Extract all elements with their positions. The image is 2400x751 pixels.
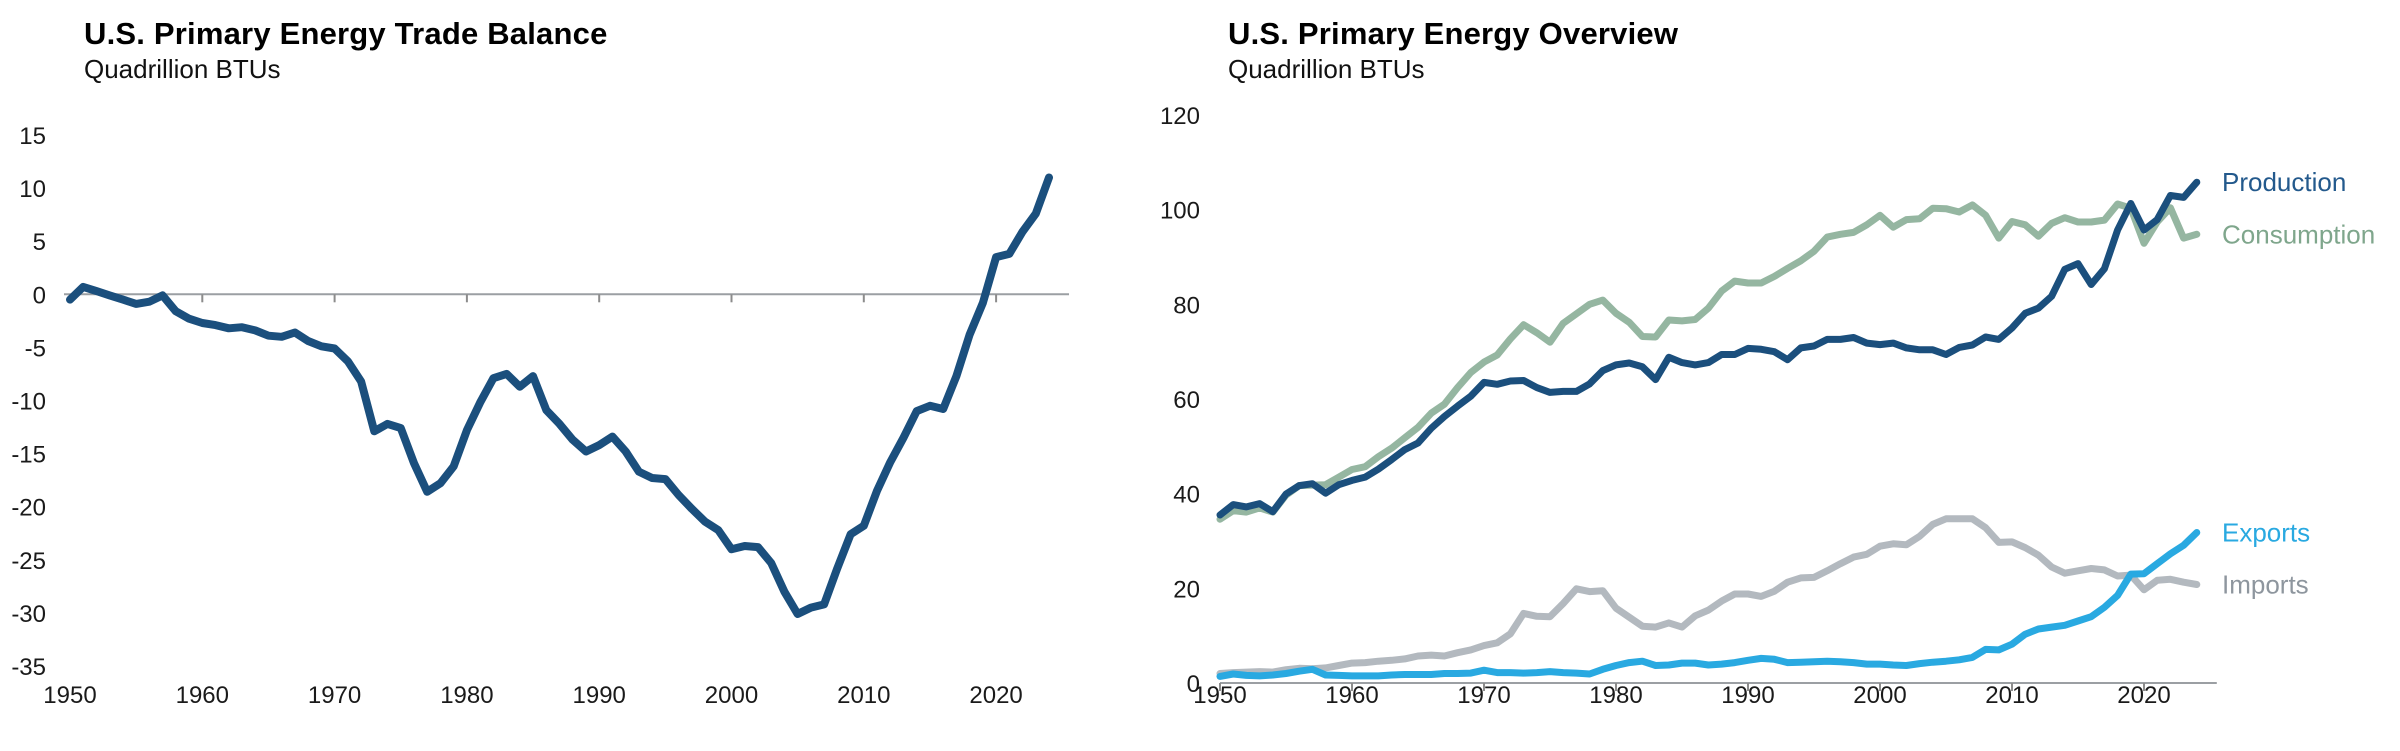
y-tick-label: 0 bbox=[33, 282, 46, 309]
trade-balance-subtitle: Quadrillion BTUs bbox=[84, 54, 281, 84]
y-tick-label: 60 bbox=[1173, 387, 1200, 414]
energy-overview-chart: U.S. Primary Energy Overview Quadrillion… bbox=[1150, 0, 2400, 751]
y-tick-label: 40 bbox=[1173, 482, 1200, 509]
x-tick-label: 2020 bbox=[969, 682, 1022, 709]
trade-balance-chart: U.S. Primary Energy Trade Balance Quadri… bbox=[0, 0, 1150, 751]
series-line-consumption bbox=[1216, 200, 2201, 523]
x-tick-label: 2000 bbox=[705, 682, 758, 709]
y-tick-label: -35 bbox=[11, 654, 46, 681]
y-tick-label: -20 bbox=[11, 495, 46, 522]
series-line-imports bbox=[1216, 515, 2201, 677]
y-tick-label: 100 bbox=[1160, 198, 1200, 225]
x-tick-label: 1990 bbox=[1721, 682, 1774, 709]
series-end-label-production: Production bbox=[2222, 167, 2346, 197]
y-tick-label: -30 bbox=[11, 601, 46, 628]
x-tick-label: 1960 bbox=[176, 682, 229, 709]
trade-balance-title: U.S. Primary Energy Trade Balance bbox=[84, 16, 608, 51]
y-tick-label: 15 bbox=[19, 123, 46, 150]
x-tick-label: 1980 bbox=[440, 682, 493, 709]
x-tick-label: 1960 bbox=[1325, 682, 1378, 709]
x-tick-label: 1990 bbox=[573, 682, 626, 709]
x-tick-label: 1950 bbox=[43, 682, 96, 709]
series-end-label-exports: Exports bbox=[2222, 517, 2310, 547]
y-tick-label: 20 bbox=[1173, 576, 1200, 603]
x-tick-label: 2020 bbox=[2117, 682, 2170, 709]
x-tick-label: 1950 bbox=[1193, 682, 1246, 709]
series-line-trade-balance bbox=[66, 173, 1053, 618]
series-end-label-imports: Imports bbox=[2222, 570, 2309, 600]
y-tick-label: -15 bbox=[11, 442, 46, 469]
y-tick-label: -25 bbox=[11, 548, 46, 575]
y-tick-label: -5 bbox=[25, 335, 46, 362]
y-tick-label: 120 bbox=[1160, 103, 1200, 130]
series-line-exports bbox=[1216, 529, 2201, 680]
x-tick-label: 1970 bbox=[308, 682, 361, 709]
x-tick-label: 1970 bbox=[1457, 682, 1510, 709]
x-tick-label: 2010 bbox=[1985, 682, 2038, 709]
series-end-label-consumption: Consumption bbox=[2222, 219, 2375, 249]
energy-overview-subtitle: Quadrillion BTUs bbox=[1228, 54, 1425, 84]
y-tick-label: 5 bbox=[33, 229, 46, 256]
x-tick-label: 2000 bbox=[1853, 682, 1906, 709]
y-tick-label: 80 bbox=[1173, 292, 1200, 319]
x-tick-label: 2010 bbox=[837, 682, 890, 709]
y-tick-label: 0 bbox=[1187, 671, 1200, 698]
series-line-production bbox=[1216, 178, 2201, 519]
y-tick-label: -10 bbox=[11, 389, 46, 416]
y-tick-label: 10 bbox=[19, 176, 46, 203]
energy-overview-title: U.S. Primary Energy Overview bbox=[1228, 16, 1679, 51]
x-tick-label: 1980 bbox=[1589, 682, 1642, 709]
